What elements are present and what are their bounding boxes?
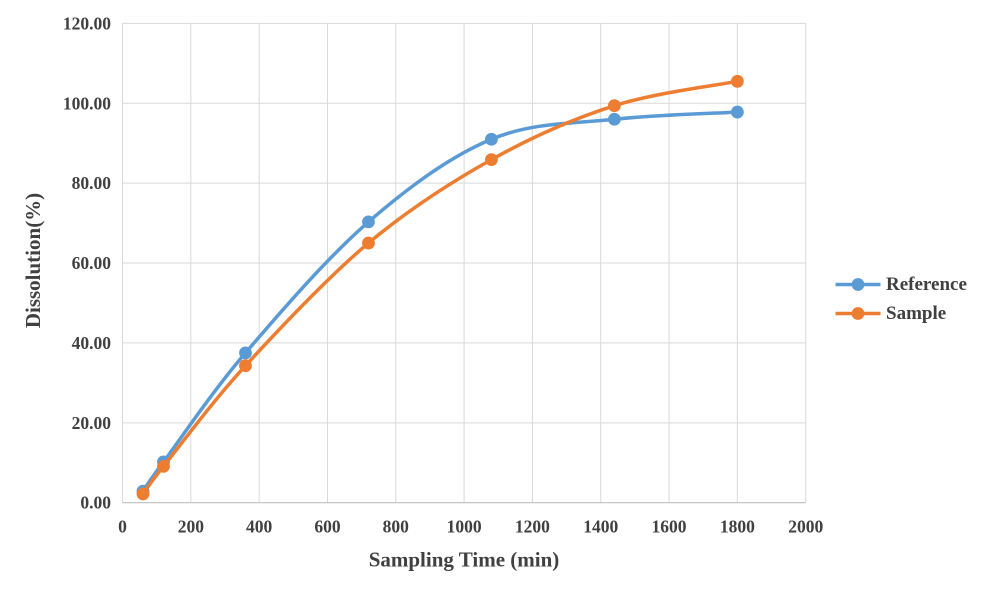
- x-tick-label: 600: [314, 517, 341, 537]
- sample-legend-marker-icon: [851, 307, 865, 320]
- legend-label-sample: Sample: [886, 303, 946, 324]
- legend-item-sample[interactable]: Sample: [835, 303, 947, 324]
- reference-data-point-marker[interactable]: [485, 132, 498, 146]
- y-tick-label: 20.00: [72, 413, 112, 433]
- x-tick-label: 1000: [447, 517, 482, 537]
- legend: Reference Sample: [835, 274, 967, 324]
- legend-label-reference: Reference: [886, 274, 967, 295]
- x-tick-label: 0: [118, 517, 127, 537]
- y-tick-label: 0.00: [80, 493, 111, 513]
- gridlines: [122, 22, 807, 503]
- x-tick-label: 1600: [652, 517, 687, 537]
- reference-data-point-marker[interactable]: [239, 346, 252, 360]
- y-tick-label: 60.00: [72, 253, 112, 273]
- y-tick-label: 80.00: [72, 173, 112, 193]
- x-tick-label: 1800: [720, 517, 755, 537]
- x-tick-label: 400: [246, 517, 273, 537]
- sample-data-point-marker[interactable]: [608, 99, 621, 113]
- reference-data-point-marker[interactable]: [362, 215, 375, 229]
- y-tick-label: 100.00: [63, 93, 111, 113]
- data-series: [136, 74, 744, 501]
- reference-legend-marker-icon: [851, 278, 865, 291]
- reference-data-point-marker[interactable]: [730, 105, 744, 119]
- x-axis-title: Sampling Time (min): [369, 548, 560, 572]
- x-tick-label: 200: [178, 517, 205, 537]
- y-tick-label: 40.00: [72, 333, 112, 353]
- sample-data-point-marker[interactable]: [362, 236, 375, 250]
- sample-data-point-marker[interactable]: [136, 487, 150, 501]
- reference-data-point-marker[interactable]: [608, 112, 621, 126]
- y-tick-label: 120.00: [63, 13, 111, 33]
- sample-data-point-marker[interactable]: [157, 459, 170, 473]
- x-tick-label: 1400: [583, 517, 618, 537]
- sample-data-point-marker[interactable]: [239, 359, 252, 373]
- x-tick-label: 800: [383, 517, 410, 537]
- y-axis-title: Dissolution(%): [21, 193, 45, 328]
- reference-line: [141, 110, 740, 493]
- tick-labels: 0.00 20.00 40.00 60.00 80.00 100.00 120.00 0 200…: [63, 13, 824, 536]
- x-tick-label: 1200: [515, 517, 550, 537]
- sample-data-point-marker[interactable]: [485, 153, 498, 167]
- legend-item-reference[interactable]: Reference: [835, 274, 967, 295]
- series-sample: [136, 74, 744, 501]
- x-tick-label: 2000: [788, 517, 823, 537]
- sample-line: [141, 79, 740, 496]
- sample-data-point-marker[interactable]: [730, 74, 744, 88]
- series-reference: [136, 105, 744, 498]
